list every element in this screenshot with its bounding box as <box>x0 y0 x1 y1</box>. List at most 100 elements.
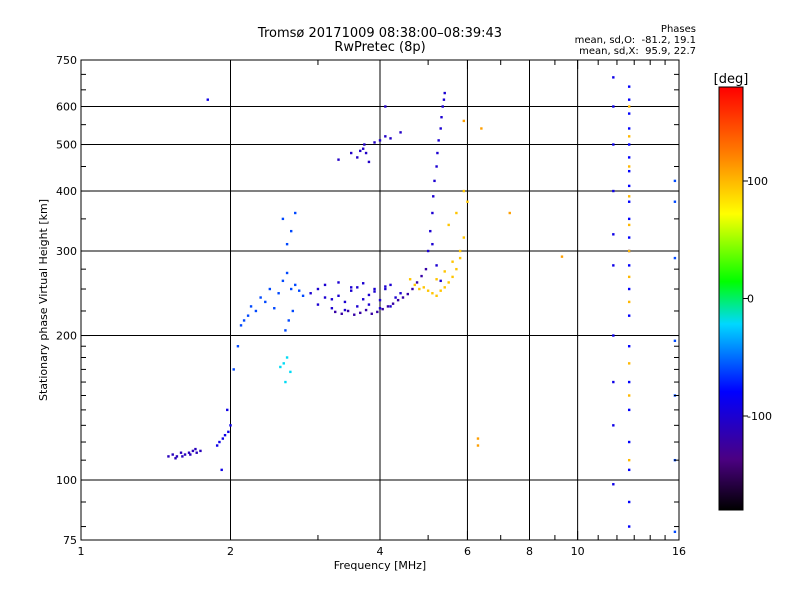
data-point <box>239 324 243 327</box>
data-point <box>218 440 221 444</box>
data-point <box>242 319 246 322</box>
data-point <box>361 147 365 150</box>
data-point <box>378 298 382 302</box>
data-point <box>187 451 191 454</box>
data-point <box>627 236 631 239</box>
x-axis-label: Frequency [MHz] <box>334 559 426 572</box>
data-point <box>236 345 240 348</box>
data-point <box>229 424 232 427</box>
data-point <box>462 236 466 239</box>
data-point <box>367 293 371 297</box>
data-point <box>370 312 373 315</box>
data-point <box>206 98 209 101</box>
data-point <box>337 281 340 284</box>
data-point <box>439 127 442 130</box>
x-tick-label: 8 <box>526 545 533 558</box>
x-axis: 1 2 4 6 8 10 16 <box>78 60 686 558</box>
data-point <box>431 292 434 295</box>
data-point <box>364 151 368 155</box>
data-point <box>612 233 615 236</box>
data-point <box>451 260 454 263</box>
y-tick-label: 75 <box>63 534 77 547</box>
data-point <box>458 256 462 260</box>
x-tick-label: 10 <box>571 545 585 558</box>
phases-x-mode: mean, sd,X: 95.9, 22.7 <box>579 46 696 57</box>
x-tick-label: 1 <box>78 545 85 558</box>
data-point <box>316 303 320 306</box>
colorbar-tick-label: 100 <box>747 175 768 188</box>
x-tick-label: 16 <box>672 545 686 558</box>
data-point <box>424 267 428 271</box>
y-tick-label: 100 <box>56 474 77 487</box>
data-point <box>627 408 631 412</box>
data-point <box>455 267 458 271</box>
data-point <box>443 270 446 273</box>
data-point <box>627 249 631 253</box>
data-point <box>443 286 446 289</box>
data-point <box>612 264 615 267</box>
data-point <box>443 91 446 95</box>
data-point <box>673 256 677 260</box>
x-tick-label: 2 <box>227 545 234 558</box>
data-point <box>194 447 197 451</box>
data-point <box>289 287 293 291</box>
data-point <box>399 292 402 295</box>
data-point <box>429 229 432 233</box>
data-point <box>408 278 412 281</box>
data-point <box>447 281 450 284</box>
data-point <box>476 444 480 447</box>
data-point <box>330 298 334 301</box>
data-point <box>476 437 480 440</box>
data-point <box>367 160 371 164</box>
data-point <box>281 279 285 283</box>
y-tick-label: 200 <box>56 330 77 343</box>
phases-heading: Phases <box>660 24 696 35</box>
data-point <box>273 307 276 310</box>
data-point <box>227 430 230 434</box>
data-point <box>301 294 305 297</box>
data-point <box>281 217 285 221</box>
data-point <box>612 380 615 384</box>
data-point <box>285 356 289 359</box>
data-point <box>381 307 384 311</box>
data-point <box>334 310 337 314</box>
data-point <box>373 290 376 293</box>
data-point <box>437 139 440 142</box>
data-point <box>673 200 677 203</box>
data-point <box>627 314 631 317</box>
data-point <box>359 311 362 315</box>
data-point <box>384 287 387 291</box>
x-tick-label: 4 <box>377 545 384 558</box>
data-point <box>612 424 615 427</box>
data-point <box>627 345 631 348</box>
data-point <box>195 451 198 454</box>
data-point <box>297 289 301 292</box>
data-point <box>181 455 184 458</box>
data-point <box>356 286 359 289</box>
data-point <box>673 339 677 343</box>
data-point <box>171 453 174 456</box>
data-point <box>373 141 376 144</box>
data-point <box>223 433 227 437</box>
data-point <box>289 229 293 233</box>
data-point <box>612 189 615 193</box>
data-point <box>612 105 615 108</box>
y-tick-label: 300 <box>56 245 77 258</box>
data-point <box>254 309 258 313</box>
data-point <box>277 292 280 295</box>
data-point <box>451 275 454 279</box>
data-point <box>226 408 229 412</box>
data-point <box>627 165 631 168</box>
data-point <box>426 249 430 253</box>
data-point <box>330 307 334 310</box>
data-point <box>384 285 387 288</box>
data-point <box>442 98 446 101</box>
data-point <box>167 455 170 458</box>
data-point <box>431 211 434 215</box>
data-point <box>413 283 416 287</box>
data-point <box>627 440 631 444</box>
data-point <box>406 292 409 296</box>
data-point <box>376 310 379 314</box>
data-point <box>346 309 350 313</box>
data-point <box>323 283 327 287</box>
